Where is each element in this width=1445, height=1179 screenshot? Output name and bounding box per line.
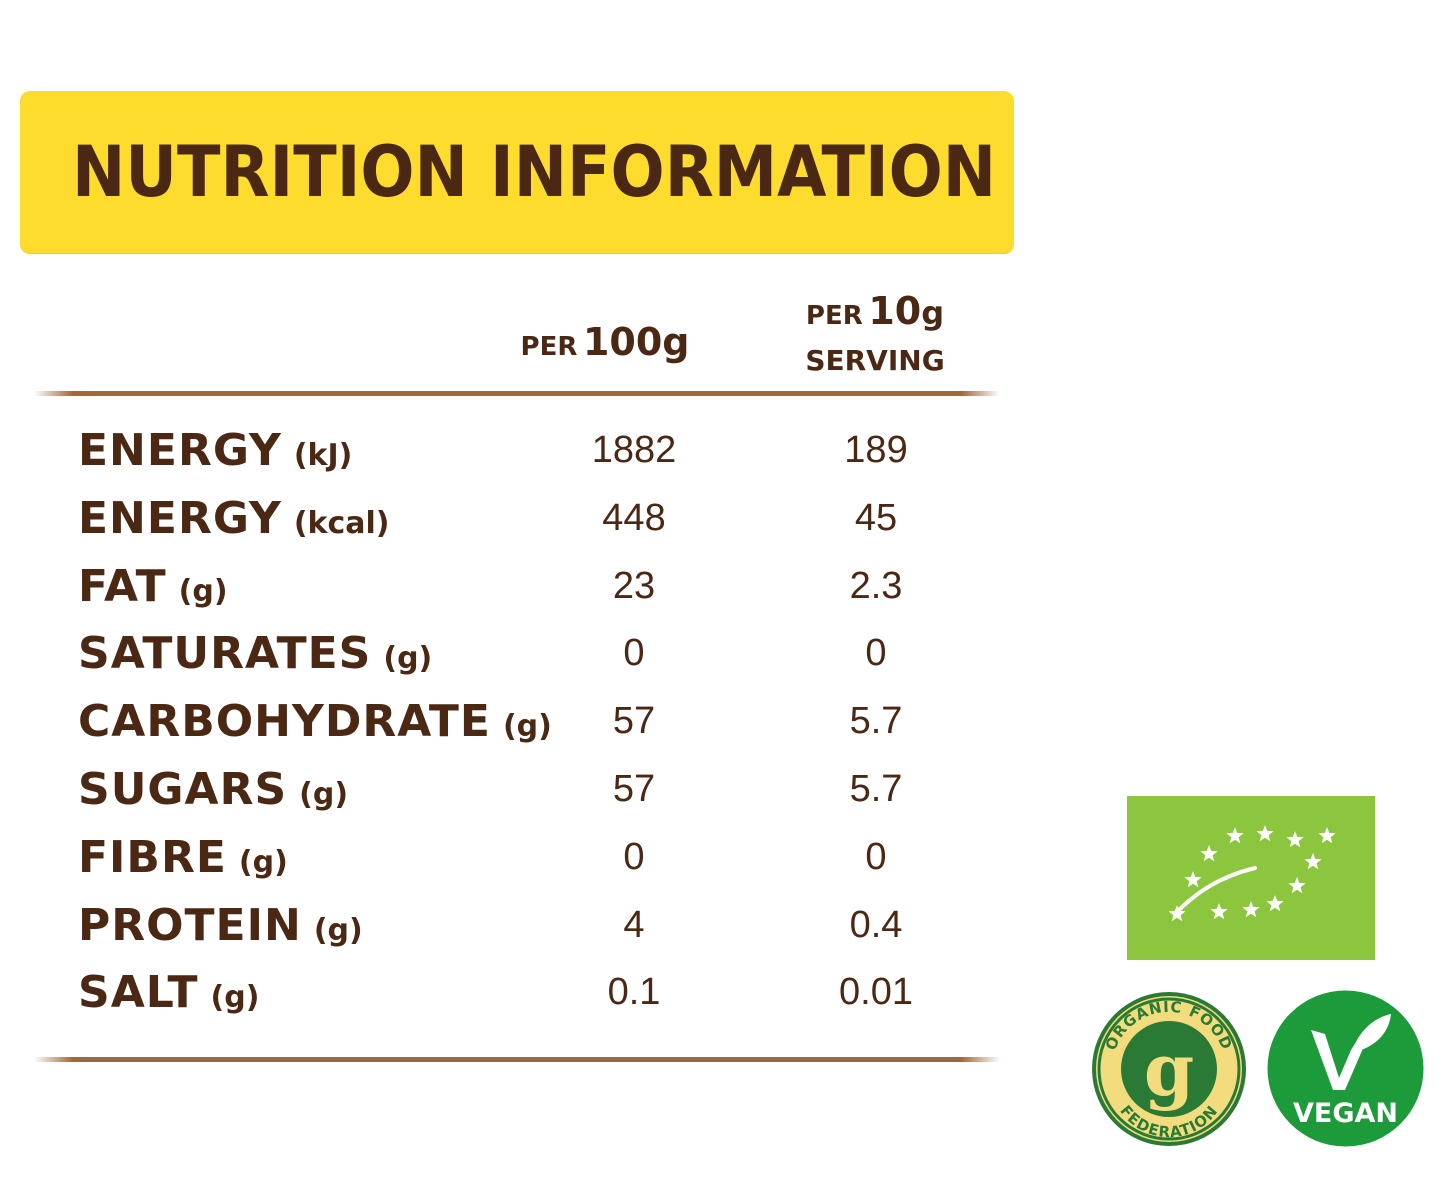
eu-star-icon [1242, 901, 1260, 918]
nutrient-name: CARBOHYDRATE [78, 696, 491, 748]
nutrient-name: ENERGY [78, 492, 282, 544]
nutrient-label: SUGARS (g) [78, 764, 348, 815]
value-per-100g: 4 [623, 903, 645, 946]
nutrient-unit: (g) [210, 980, 260, 1016]
eu-star-icon [1286, 831, 1304, 848]
eu-star-icon [1210, 903, 1228, 920]
organic-food-federation-seal: ORGANIC FOOD FEDERATION g [1092, 992, 1246, 1146]
nutrient-name: FAT [78, 560, 167, 612]
nutrient-label: ENERGY (kJ) [78, 425, 352, 476]
nutrient-unit: (g) [238, 844, 288, 880]
eu-organic-leaf-icon [1127, 796, 1375, 960]
eu-star-icon [1304, 853, 1322, 870]
value-per-100g: 0 [623, 835, 645, 878]
divider-bottom [34, 1057, 1000, 1062]
value-per-serving: 0.01 [839, 971, 913, 1014]
value-per-serving: 189 [844, 429, 908, 471]
eu-star-icon [1200, 845, 1218, 862]
eu-star-icon [1256, 825, 1274, 842]
eu-star-icon [1226, 827, 1244, 844]
column-header-per-100g: PER 100g [500, 320, 710, 364]
value-per-serving: 2.3 [849, 564, 903, 607]
column-header-unit: g [921, 294, 945, 332]
nutrient-name: PROTEIN [78, 899, 302, 951]
eu-star-icon [1184, 871, 1202, 888]
value-per-100g: 0 [623, 632, 645, 675]
value-per-100g: 448 [602, 496, 666, 539]
column-header-amount: 100g [582, 320, 690, 364]
value-per-serving: 0 [865, 632, 887, 675]
nutrient-label: SATURATES (g) [78, 628, 432, 679]
column-header-prefix: PER [520, 332, 578, 362]
nutrient-name: SUGARS [78, 764, 288, 815]
nutrient-label: FIBRE (g) [78, 832, 288, 883]
nutrient-unit: (g) [313, 912, 363, 948]
eu-star-icon [1266, 895, 1284, 912]
nutrient-name: SATURATES [78, 628, 372, 680]
table-row: SATURATES (g) 0 0 [0, 628, 1000, 696]
page-title: NUTRITION INFORMATION [72, 131, 997, 213]
vegan-label: VEGAN [1293, 1098, 1398, 1129]
svg-text:g: g [1144, 1027, 1194, 1112]
nutrient-label: FAT (g) [78, 561, 228, 612]
value-per-100g: 1882 [591, 429, 677, 471]
nutrient-unit: (kJ) [293, 438, 353, 473]
title-banner: NUTRITION INFORMATION [20, 91, 1014, 253]
table-row: ENERGY (kJ) 1882 189 [0, 425, 1000, 493]
column-header-serving: SERVING [805, 344, 945, 377]
table-row: FAT (g) 23 2.3 [0, 561, 1000, 629]
nutrient-name: SALT [78, 967, 199, 1019]
nutrient-unit: (g) [383, 641, 433, 677]
nutrient-label: SALT (g) [78, 967, 259, 1018]
nutrient-label: ENERGY (kcal) [78, 493, 390, 544]
nutrient-unit: (g) [502, 709, 552, 745]
nutrient-label: PROTEIN (g) [78, 900, 363, 951]
eu-star-icon [1288, 877, 1306, 894]
nutrient-label: CARBOHYDRATE (g) [78, 696, 552, 747]
nutrient-name: ENERGY [78, 425, 282, 476]
column-header-amount: 10 [868, 289, 922, 333]
value-per-100g: 23 [612, 564, 656, 607]
value-per-serving: 5.7 [849, 768, 903, 810]
nutrient-unit: (g) [299, 777, 349, 812]
divider-top [34, 391, 1000, 396]
nutrient-unit: (kcal) [293, 505, 390, 541]
table-row: FIBRE (g) 0 0 [0, 832, 1000, 900]
table-row: PROTEIN (g) 4 0.4 [0, 900, 1000, 968]
nutrient-name: FIBRE [78, 831, 227, 883]
table-row: SUGARS (g) 57 5.7 [0, 764, 1000, 832]
value-per-100g: 57 [612, 768, 656, 810]
value-per-100g: 57 [612, 700, 656, 743]
column-header-prefix: PER [805, 301, 863, 331]
value-per-100g: 0.1 [607, 971, 661, 1014]
value-per-serving: 0.4 [849, 903, 903, 946]
value-per-serving: 45 [854, 496, 898, 539]
column-header-per-serving: PER 10g SERVING [775, 290, 975, 382]
value-per-serving: 0 [865, 835, 887, 878]
eu-star-icon [1318, 827, 1336, 844]
table-row: SALT (g) 0.1 0.01 [0, 967, 1000, 1035]
nutrient-unit: (g) [178, 573, 228, 609]
table-row: CARBOHYDRATE (g) 57 5.7 [0, 696, 1000, 764]
vegan-v-leaf-icon: VEGAN [1267, 990, 1424, 1147]
table-row: ENERGY (kcal) 448 45 [0, 493, 1000, 561]
value-per-serving: 5.7 [849, 700, 903, 743]
